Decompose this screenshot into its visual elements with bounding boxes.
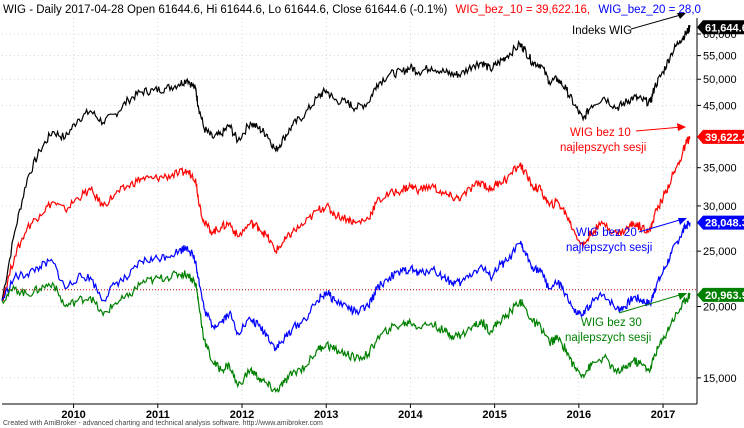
y-tick-label: 35,000	[703, 163, 737, 175]
series-layer	[1, 24, 691, 394]
series-bez30	[1, 270, 691, 394]
x-tick-label: 2017	[651, 409, 675, 421]
arrow-bez20-head	[678, 218, 687, 225]
y-tick-label: 50,000	[703, 74, 737, 86]
x-tick-label: 2010	[61, 409, 85, 421]
last-value-label: 28,048.3	[705, 218, 744, 230]
series-bez10	[1, 135, 691, 301]
annotation-bez20-line2: najlepszych sesji	[566, 242, 652, 254]
last-value-tag-bez30: 20,963.9	[697, 287, 744, 302]
x-axis: 2010 2011 2012 2013 2014 2015 2016 2017	[2, 403, 697, 421]
annotation-bez20-line1: WIG bez 20	[576, 227, 637, 239]
y-tick-label: 55,000	[703, 51, 737, 63]
arrow-bez30	[618, 293, 684, 314]
annotation-bez30-line1: WIG bez 30	[581, 317, 642, 329]
last-value-tag-bez10: 39,622.2	[697, 129, 744, 144]
legend-bez20: WIG_bez_20 = 28,0	[598, 4, 701, 16]
y-tick-label: 30,000	[703, 201, 737, 213]
arrow-bez10	[635, 126, 683, 132]
credit-text: Created with AmiBroker - advanced charti…	[3, 420, 323, 427]
last-value-tags: 61,644.6 39,622.2 28,048.3 20,963.9	[697, 20, 744, 302]
x-tick-label: 2011	[146, 409, 170, 421]
title-prefix: WIG - Daily 2017-04-28 Open 61644.6, Hi …	[3, 4, 447, 16]
annotation-bez10-line1: WIG bez 10	[570, 127, 631, 139]
y-tick-label: 45,000	[703, 100, 737, 112]
grid	[2, 18, 697, 404]
chart-title: WIG - Daily 2017-04-28 Open 61644.6, Hi …	[3, 4, 701, 16]
x-tick-label: 2016	[567, 409, 591, 421]
last-value-label: 61,644.6	[705, 22, 744, 34]
last-value-tag-bez20: 28,048.3	[697, 215, 744, 230]
series-bez20	[1, 220, 691, 352]
x-tick-label: 2015	[482, 409, 506, 421]
x-tick-label: 2012	[230, 409, 254, 421]
arrow-wig-head	[677, 13, 686, 19]
arrow-bez20	[638, 218, 684, 233]
annotation-wig: Indeks WIG	[572, 25, 632, 37]
arrow-bez30-head	[678, 293, 687, 300]
legend-bez10: WIG_bez_10 = 39,622.16,	[456, 4, 591, 16]
last-value-label: 39,622.2	[705, 132, 744, 144]
y-axis: 15,000 20,000 25,000 30,000 35,000 45,000 50,0…	[696, 18, 737, 404]
y-tick-label: 15,000	[703, 373, 737, 385]
y-tick-label: 20,000	[703, 302, 737, 314]
arrow-wig	[630, 13, 685, 30]
annotation-bez30-line2: najlepszych sesji	[565, 332, 651, 344]
last-value-label: 20,963.9	[705, 290, 744, 302]
series-wig	[1, 24, 691, 301]
arrow-bez10-head	[677, 123, 686, 131]
y-tick-label: 25,000	[703, 246, 737, 258]
x-tick-label: 2013	[314, 409, 338, 421]
last-value-tag-wig: 61,644.6	[697, 20, 744, 35]
annotation-bez10-line2: najlepszych sesji	[560, 142, 646, 154]
x-tick-label: 2014	[398, 409, 423, 421]
